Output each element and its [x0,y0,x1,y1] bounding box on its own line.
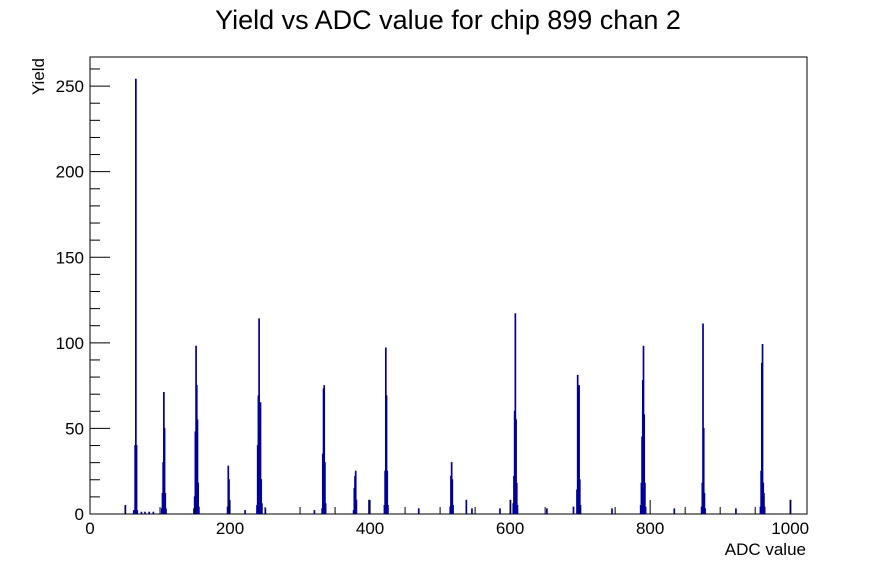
plot-frame [89,56,808,515]
histogram-bin [244,510,246,514]
x-tick-label: 200 [216,519,244,538]
histogram-bin [703,492,706,514]
y-tick-label: 50 [65,419,84,438]
histogram-bin [576,374,579,514]
histogram-bin [673,508,676,514]
histogram-bin [261,503,263,514]
histogram-bin [140,511,143,514]
histogram-bin [258,318,260,514]
histogram-bin [702,323,704,514]
histogram-bin [196,419,199,514]
histogram-bin [386,470,389,514]
histogram-bin [324,503,327,514]
histogram-bin [644,506,647,514]
histogram-bin [761,344,764,514]
histogram-bin [465,499,468,514]
y-tick-label: 250 [56,77,84,96]
x-axis: 0 200 400 600 800 1000 [85,500,809,538]
histogram-bin [152,511,155,514]
histogram-bin [368,499,370,514]
x-tick-label: 400 [356,519,384,538]
histogram-bars [124,78,792,514]
histogram-bin [228,479,230,514]
histogram-bin [515,419,517,514]
y-axis: 0 50 100 150 200 250 [56,68,110,524]
histogram-bin [148,511,151,514]
histogram-bin [578,479,581,514]
histogram-bin [452,504,454,514]
chart-title: Yield vs ADC value for chip 899 chan 2 [215,5,681,35]
histogram-bin [313,510,316,514]
histogram-bin [135,78,137,514]
y-tick-label: 0 [75,505,84,524]
histogram-bin [132,510,135,514]
y-tick-label: 100 [56,334,84,353]
histogram-bin [702,427,705,514]
histogram-bin [323,385,326,514]
histogram-bin [644,482,646,514]
y-tick-label: 200 [56,163,84,182]
histogram-bin [516,504,519,514]
x-tick-label: 800 [636,519,664,538]
histogram-bin [417,508,420,514]
y-axis-label: Yield [29,58,48,95]
histogram-bin [514,313,517,514]
x-tick-label: 0 [85,519,94,538]
x-tick-label: 600 [496,519,524,538]
histogram-bin [515,482,518,514]
y-tick-label: 150 [56,248,84,267]
histogram-bin [260,479,263,514]
histogram-bin [704,508,706,514]
histogram-bin [763,492,765,514]
histogram-bin [451,479,454,514]
histogram-bin [144,511,146,514]
x-tick-label: 1000 [771,519,809,538]
histogram-bin [572,506,575,514]
histogram-bin [165,508,167,514]
histogram-bin [164,492,167,514]
histogram-bin [643,414,646,514]
histogram-bin [385,395,388,514]
histogram-bin [735,508,737,514]
x-axis-label: ADC value [725,540,806,559]
histogram-bin [163,427,166,514]
histogram-bin [355,499,358,514]
histogram-bin [578,385,580,514]
histogram-bin [259,402,262,514]
histogram-bin [546,508,548,514]
histogram-bin [136,510,139,514]
histogram-bin [499,508,501,514]
histogram-bin [611,508,613,514]
histogram-bin [324,462,326,514]
histogram-bin [354,470,357,514]
histogram-bin [197,482,200,514]
histogram-bin [763,506,766,514]
histogram-bin [135,445,138,514]
histogram-bin [198,506,200,514]
histogram-bin [387,504,389,514]
histogram-bin [471,508,473,514]
